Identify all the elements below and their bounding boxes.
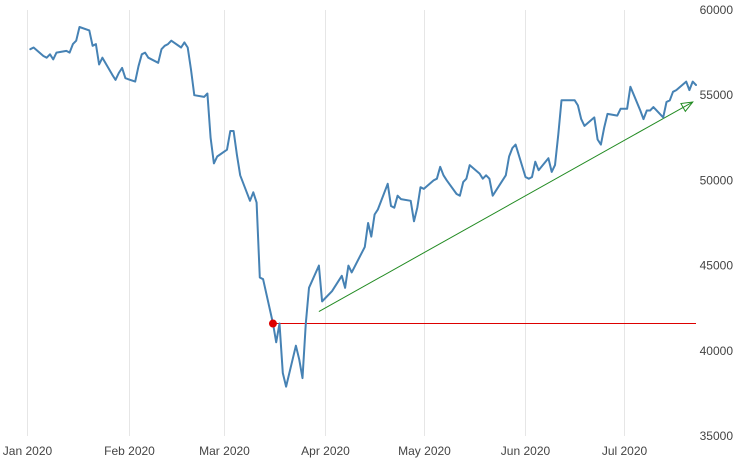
x-tick-label: Feb 2020 [104, 444, 155, 458]
grid [27, 10, 625, 436]
x-axis-ticks: Jan 2020 Feb 2020 Mar 2020 Apr 2020 May 2020… [3, 444, 648, 458]
x-tick-label: Jan 2020 [3, 444, 53, 458]
y-tick-label: 45000 [700, 259, 734, 273]
annotations [272, 101, 696, 325]
x-tick-label: Mar 2020 [199, 444, 250, 458]
x-tick-label: May 2020 [398, 444, 451, 458]
trend-arrow-head [680, 101, 694, 113]
y-tick-label: 50000 [700, 173, 734, 187]
y-tick-label: 55000 [700, 88, 734, 102]
trend-arrow-line [318, 101, 693, 313]
x-tick-label: Jul 2020 [602, 444, 648, 458]
y-axis-ticks: 35000 40000 45000 50000 55000 60000 [700, 3, 734, 443]
y-tick-label: 40000 [700, 344, 734, 358]
x-tick-label: Jun 2020 [501, 444, 551, 458]
price-series-line [29, 26, 697, 388]
y-tick-label: 35000 [700, 429, 734, 443]
low-point-marker [268, 319, 277, 328]
x-tick-label: Apr 2020 [301, 444, 350, 458]
y-tick-label: 60000 [700, 3, 734, 17]
markers [268, 319, 277, 328]
series-layer [29, 26, 697, 388]
